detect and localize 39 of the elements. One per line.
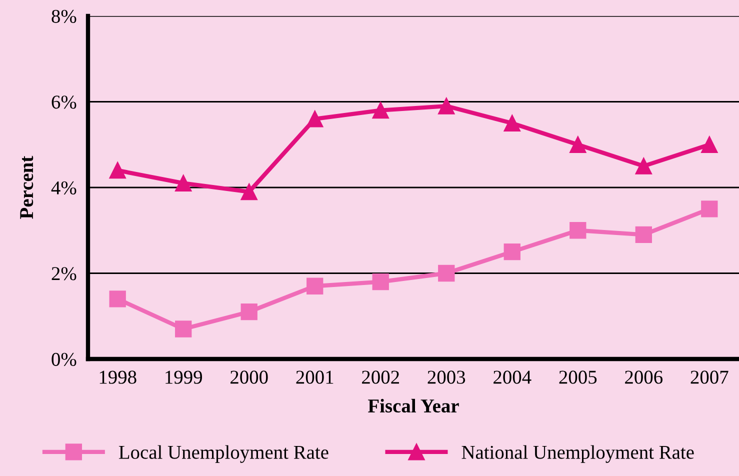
x-tick-label: 2004	[494, 370, 532, 384]
point	[372, 102, 389, 119]
point	[175, 174, 192, 192]
point	[306, 110, 324, 128]
x-tick-label: 1998	[100, 370, 136, 384]
x-tick-label: 2003	[428, 370, 466, 384]
x-axis-title: Fiscal Year	[368, 398, 459, 413]
legend-label: National Unemployment Rate	[462, 445, 694, 463]
x-tick-label: 2005	[559, 370, 597, 384]
point	[306, 278, 324, 294]
x-tick-label: 2007	[690, 370, 728, 384]
y-tick-label: 4%	[51, 181, 76, 194]
point	[438, 98, 455, 114]
point	[635, 226, 652, 243]
y-tick-label: 6%	[52, 96, 76, 109]
legend-label: Local Unemployment Rate	[118, 445, 328, 463]
x-tick-label: 2002	[362, 370, 399, 384]
point	[504, 243, 520, 260]
point	[701, 200, 718, 218]
y-axis-title: Percent	[20, 156, 34, 219]
point	[701, 136, 718, 153]
point	[109, 290, 126, 308]
point	[240, 304, 258, 320]
x-tick-label: 2001	[296, 370, 334, 384]
point	[504, 114, 520, 132]
x-tick-label: 1999	[166, 370, 202, 384]
y-tick-label: 0%	[52, 352, 76, 366]
point	[635, 158, 652, 174]
x-tick-label: 2006	[625, 370, 663, 384]
point	[175, 320, 192, 338]
y-tick-label: 2%	[52, 267, 76, 280]
y-tick-label: 8%	[52, 10, 76, 23]
point	[372, 273, 389, 290]
point	[438, 264, 455, 282]
point	[109, 162, 126, 179]
point	[570, 222, 586, 239]
point	[570, 136, 586, 153]
point	[240, 183, 258, 200]
x-tick-label: 2000	[230, 370, 268, 384]
